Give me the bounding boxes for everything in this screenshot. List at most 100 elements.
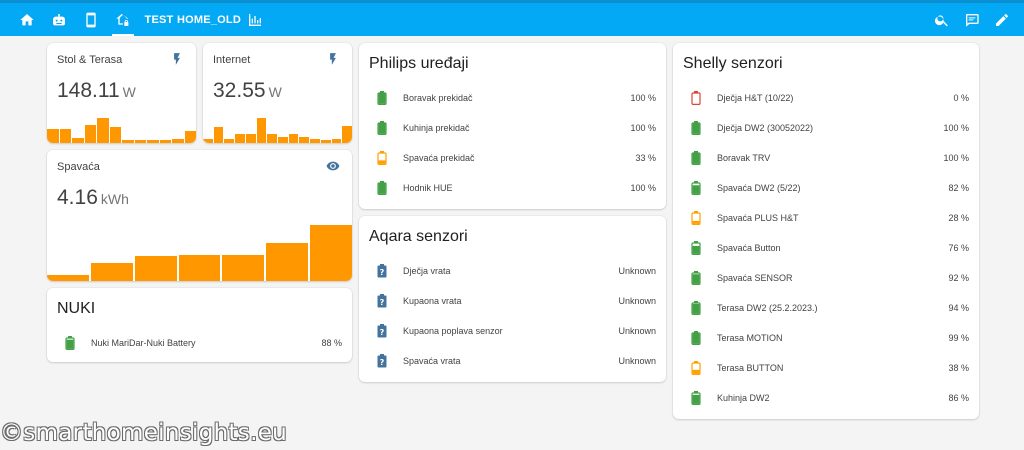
history-bar <box>278 136 288 143</box>
tab-home-old[interactable]: HOME_OLD <box>177 3 241 36</box>
sensor-value: 32.55 W <box>213 79 282 103</box>
sensor-value: 148.11 W <box>57 79 136 103</box>
battery-icon <box>691 121 701 135</box>
history-bar <box>184 130 196 143</box>
history-graph <box>47 225 352 281</box>
battery-icon <box>691 181 701 195</box>
sensor-name: Spavaća <box>57 161 100 173</box>
search-button[interactable] <box>930 3 954 36</box>
battery-icon <box>691 391 701 405</box>
history-bar <box>224 138 235 143</box>
sensor-card-spavaca[interactable]: Spavaća 4.16 kWh <box>47 150 352 281</box>
search-icon <box>934 14 948 26</box>
entity-state: 82 % <box>948 183 969 193</box>
history-bar <box>213 127 224 143</box>
entity-row[interactable]: ? Kupaona poplava senzor Unknown <box>359 316 666 346</box>
entity-row[interactable]: ? Dječja vrata Unknown <box>359 256 666 286</box>
sensor-name: Internet <box>213 54 251 66</box>
entity-name: Dječja H&T (10/22) <box>717 93 794 103</box>
battery-icon <box>691 301 701 315</box>
history-bar <box>97 118 109 143</box>
entity-name: Dječja vrata <box>403 266 451 276</box>
cellphone-icon <box>86 12 96 27</box>
entity-row[interactable]: ? Spavaća vrata Unknown <box>359 346 666 376</box>
card-title: Philips uređaji <box>369 55 469 72</box>
history-bar <box>134 255 177 281</box>
entity-state: Unknown <box>618 296 656 306</box>
entity-row[interactable]: Boravak prekidač 100 % <box>359 83 666 113</box>
battery-icon <box>377 91 387 105</box>
tab-home-old-label: HOME_OLD <box>177 13 241 26</box>
edit-dashboard-button[interactable] <box>990 3 1014 36</box>
history-bar <box>203 138 213 143</box>
assist-button[interactable] <box>960 3 984 36</box>
entity-row[interactable]: Spavaća Button 76 % <box>673 233 979 263</box>
entity-state: 92 % <box>948 273 969 283</box>
tab-home-lock[interactable] <box>108 3 138 36</box>
battery-unknown-icon: ? <box>377 354 387 368</box>
tab-phone[interactable] <box>78 3 104 36</box>
entity-state: Unknown <box>618 356 656 366</box>
sensor-card-stol-terasa[interactable]: Stol & Terasa 148.11 W <box>47 43 196 143</box>
tab-test[interactable]: TEST <box>142 3 176 36</box>
entities-card-aqara: Aqara senzori ? Dječja vrata Unknown? Kupao… <box>359 216 666 382</box>
tab-home[interactable] <box>14 3 40 36</box>
entity-name: Boravak prekidač <box>403 93 473 103</box>
entity-row[interactable]: Spavaća prekidač 33 % <box>359 143 666 173</box>
home-lock-icon <box>116 13 129 26</box>
entity-row[interactable]: Boravak TRV 100 % <box>673 143 979 173</box>
battery-icon <box>691 211 701 225</box>
history-bar <box>72 137 84 143</box>
card-title: Shelly senzori <box>683 55 783 72</box>
sensor-card-internet[interactable]: Internet 32.55 W <box>203 43 352 143</box>
entity-row[interactable]: Dječja H&T (10/22) 0 % <box>673 83 979 113</box>
card-title: NUKI <box>57 300 96 317</box>
entity-row[interactable]: Dječja DW2 (30052022) 100 % <box>673 113 979 143</box>
history-bar <box>235 134 245 143</box>
svg-text:?: ? <box>380 328 385 337</box>
entity-name: Terasa MOTION <box>717 333 783 343</box>
entity-row[interactable]: Terasa DW2 (25.2.2023.) 94 % <box>673 293 979 323</box>
history-bar <box>59 128 71 143</box>
entities-card-shelly: Shelly senzori Dječja H&T (10/22) 0 % Dječ… <box>673 43 979 419</box>
entity-name: Spavaća DW2 (5/22) <box>717 183 801 193</box>
entity-row[interactable]: Nuki MariDar-Nuki Battery 88 % <box>47 328 352 358</box>
entity-row[interactable]: Hodnik HUE 100 % <box>359 173 666 203</box>
entity-state: 100 % <box>943 123 969 133</box>
card-title: Aqara senzori <box>369 228 468 245</box>
battery-unknown-icon: ? <box>377 264 387 278</box>
entity-row[interactable]: Spavaća SENSOR 92 % <box>673 263 979 293</box>
sensor-value-number: 32.55 <box>213 79 266 102</box>
watermark: ©smarthomeinsights.eu <box>0 420 288 446</box>
entity-row[interactable]: Terasa MOTION 99 % <box>673 323 979 353</box>
entity-row[interactable]: Kuhinja DW2 86 % <box>673 383 979 413</box>
history-bar <box>266 242 309 281</box>
svg-text:?: ? <box>380 298 385 307</box>
flash-icon <box>170 52 184 66</box>
history-bar <box>172 138 184 143</box>
entity-state: 33 % <box>635 153 656 163</box>
entity-name: Spavaća Button <box>717 243 781 253</box>
history-graph <box>203 99 352 143</box>
tab-chart[interactable] <box>242 3 268 36</box>
tab-robot[interactable] <box>46 3 72 36</box>
history-bar <box>109 126 121 143</box>
pencil-icon <box>996 13 1008 26</box>
entity-state: 28 % <box>948 213 969 223</box>
entity-row[interactable]: ? Kupaona vrata Unknown <box>359 286 666 316</box>
history-bar <box>84 125 96 143</box>
battery-icon <box>691 151 701 165</box>
history-bar <box>47 128 59 143</box>
entity-row[interactable]: Spavaća DW2 (5/22) 82 % <box>673 173 979 203</box>
entity-row[interactable]: Kuhinja prekidač 100 % <box>359 113 666 143</box>
robot-icon <box>53 13 65 25</box>
entity-name: Dječja DW2 (30052022) <box>717 123 814 133</box>
entity-state: 0 % <box>953 93 969 103</box>
entity-row[interactable]: Terasa BUTTON 38 % <box>673 353 979 383</box>
entity-name: Kupaona poplava senzor <box>403 326 503 336</box>
entity-state: 76 % <box>948 243 969 253</box>
entity-state: 88 % <box>321 338 342 348</box>
entity-row[interactable]: Spavaća PLUS H&T 28 % <box>673 203 979 233</box>
entity-name: Spavaća vrata <box>403 356 461 366</box>
entity-state: 38 % <box>948 363 969 373</box>
